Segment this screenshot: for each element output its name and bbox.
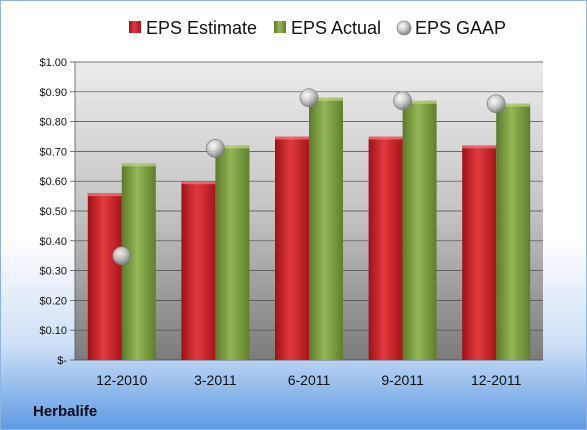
y-tick-label: $0.50 <box>39 206 67 218</box>
y-tick-label: $0.60 <box>39 176 67 188</box>
y-tick-label: $1.00 <box>39 57 67 69</box>
bar-eps-estimate-highlight <box>462 145 497 149</box>
legend-label-eps-actual: EPS Actual <box>291 18 381 38</box>
marker-eps-gaap <box>112 246 132 266</box>
legend-label-eps-gaap: EPS GAAP <box>415 18 506 38</box>
x-category-label: 9-2011 <box>381 372 424 388</box>
bar-eps-estimate-highlight <box>181 181 216 185</box>
y-tick-label: $0.20 <box>39 295 67 307</box>
bar-eps-estimate-highlight <box>368 136 403 140</box>
x-category-label: 6-2011 <box>288 372 331 388</box>
bar-eps-actual <box>496 103 531 360</box>
bar-eps-actual-highlight <box>402 100 437 104</box>
bar-eps-actual <box>215 145 250 360</box>
legend-marker-eps-estimate <box>129 21 141 33</box>
bar-eps-actual <box>309 97 343 360</box>
bar-eps-actual <box>402 100 437 361</box>
bar-eps-estimate <box>462 145 497 360</box>
legend-label-eps-estimate: EPS Estimate <box>146 18 257 38</box>
y-tick-label: $0.30 <box>39 266 67 278</box>
company-name: Herbalife <box>33 403 97 420</box>
y-tick-label: $0.10 <box>39 325 67 337</box>
legend-marker-eps-gaap <box>396 20 412 36</box>
bar-eps-estimate <box>275 136 309 360</box>
bar-eps-actual-highlight <box>215 145 250 149</box>
legend-marker-eps-actual <box>274 21 286 33</box>
y-tick-label: $0.80 <box>39 117 67 129</box>
y-tick-label: $0.40 <box>39 236 67 248</box>
gaap-markers <box>112 88 506 266</box>
marker-eps-gaap <box>486 94 506 114</box>
marker-eps-gaap <box>393 91 413 111</box>
bar-eps-estimate-highlight <box>87 193 122 197</box>
bar-eps-actual-highlight <box>121 163 156 167</box>
bar-eps-estimate <box>87 193 122 360</box>
x-axis-categories: 12-2010 3-2011 6-2011 9-2011 12-2011 <box>96 372 521 388</box>
y-tick-label: $0.70 <box>39 146 67 158</box>
y-axis-ticks: $- $0.10 $0.20 $0.30 $0.40 $0.50 $0.60 $0.70 $0.… <box>39 57 76 367</box>
bar-eps-estimate <box>181 181 216 360</box>
legend: EPS Estimate EPS Actual EPS GAAP <box>129 18 506 38</box>
bar-eps-estimate <box>368 136 403 360</box>
marker-eps-gaap <box>205 139 225 158</box>
y-tick-label: $0.90 <box>39 87 67 99</box>
bar-eps-estimate-highlight <box>275 136 309 140</box>
bar-eps-actual-highlight <box>496 103 531 107</box>
x-category-label: 3-2011 <box>194 372 237 388</box>
y-tick-label: $- <box>57 355 67 367</box>
marker-eps-gaap <box>299 88 319 108</box>
bar-eps-actual-highlight <box>309 97 343 101</box>
bars <box>87 97 531 361</box>
x-category-label: 12-2011 <box>471 372 522 388</box>
x-category-label: 12-2010 <box>96 372 148 388</box>
